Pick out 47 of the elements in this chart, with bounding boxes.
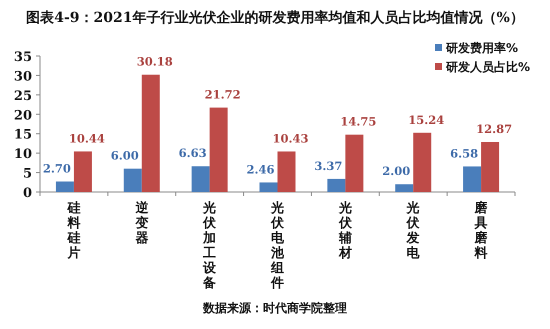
y-tick-label: 25 bbox=[14, 88, 32, 104]
source-note: 数据来源：时代商学院整理 bbox=[202, 301, 347, 315]
bar bbox=[395, 184, 414, 192]
bar bbox=[327, 178, 346, 192]
data-label: 10.44 bbox=[68, 131, 105, 146]
data-label: 6.00 bbox=[110, 148, 139, 163]
bar bbox=[345, 134, 364, 192]
x-tick-label: 硅料硅片 bbox=[66, 201, 80, 261]
y-tick-label: 15 bbox=[14, 128, 32, 143]
bar bbox=[278, 151, 296, 192]
data-label: 12.87 bbox=[476, 122, 512, 136]
bar bbox=[74, 151, 92, 192]
bar bbox=[142, 74, 160, 192]
y-tick-label: 10 bbox=[14, 147, 32, 162]
data-label: 2.00 bbox=[382, 164, 410, 178]
x-tick-label: 磨具磨料 bbox=[474, 200, 489, 261]
data-label: 6.58 bbox=[450, 146, 478, 160]
bar bbox=[463, 166, 482, 192]
y-tick-label: 20 bbox=[14, 108, 32, 124]
legend-label: 研发费用率% bbox=[445, 41, 518, 55]
bar bbox=[124, 168, 142, 192]
y-tick-label: 0 bbox=[22, 186, 32, 201]
x-tick-label: 光伏电池组件 bbox=[270, 201, 285, 291]
data-label: 10.43 bbox=[272, 131, 309, 146]
data-label: 21.72 bbox=[204, 88, 241, 102]
x-tick-label: 光伏发电 bbox=[406, 201, 421, 261]
data-label: 3.37 bbox=[314, 158, 342, 173]
bar bbox=[56, 182, 74, 192]
bar bbox=[260, 182, 278, 192]
legend-label: 研发人员占比% bbox=[445, 60, 530, 74]
data-label: 2.46 bbox=[246, 162, 275, 176]
x-tick-label: 光伏辅材 bbox=[338, 201, 353, 261]
data-label: 15.24 bbox=[408, 112, 444, 127]
bar bbox=[192, 166, 210, 192]
data-label: 6.63 bbox=[178, 146, 207, 160]
bar bbox=[413, 132, 432, 192]
x-tick-label: 光伏加工设备 bbox=[202, 201, 218, 291]
bar bbox=[481, 142, 500, 192]
y-tick-label: 5 bbox=[22, 166, 32, 182]
x-tick-label: 逆变器 bbox=[134, 200, 150, 246]
bar bbox=[210, 108, 228, 192]
data-label: 30.18 bbox=[136, 54, 173, 69]
data-label: 2.70 bbox=[42, 162, 71, 176]
y-tick-label: 30 bbox=[14, 69, 32, 84]
chart-title: 图表4-9：2021年子行业光伏企业的研发费用率均值和人员占比均值情况（%） bbox=[26, 9, 524, 26]
data-label: 14.75 bbox=[340, 114, 376, 129]
y-tick-label: 35 bbox=[14, 50, 32, 65]
